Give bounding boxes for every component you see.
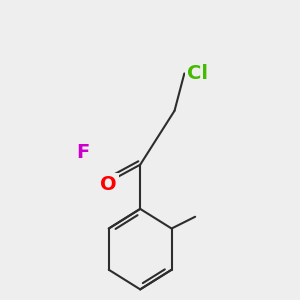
Text: O: O xyxy=(100,175,117,194)
Text: F: F xyxy=(76,143,90,162)
Text: Cl: Cl xyxy=(187,64,208,83)
